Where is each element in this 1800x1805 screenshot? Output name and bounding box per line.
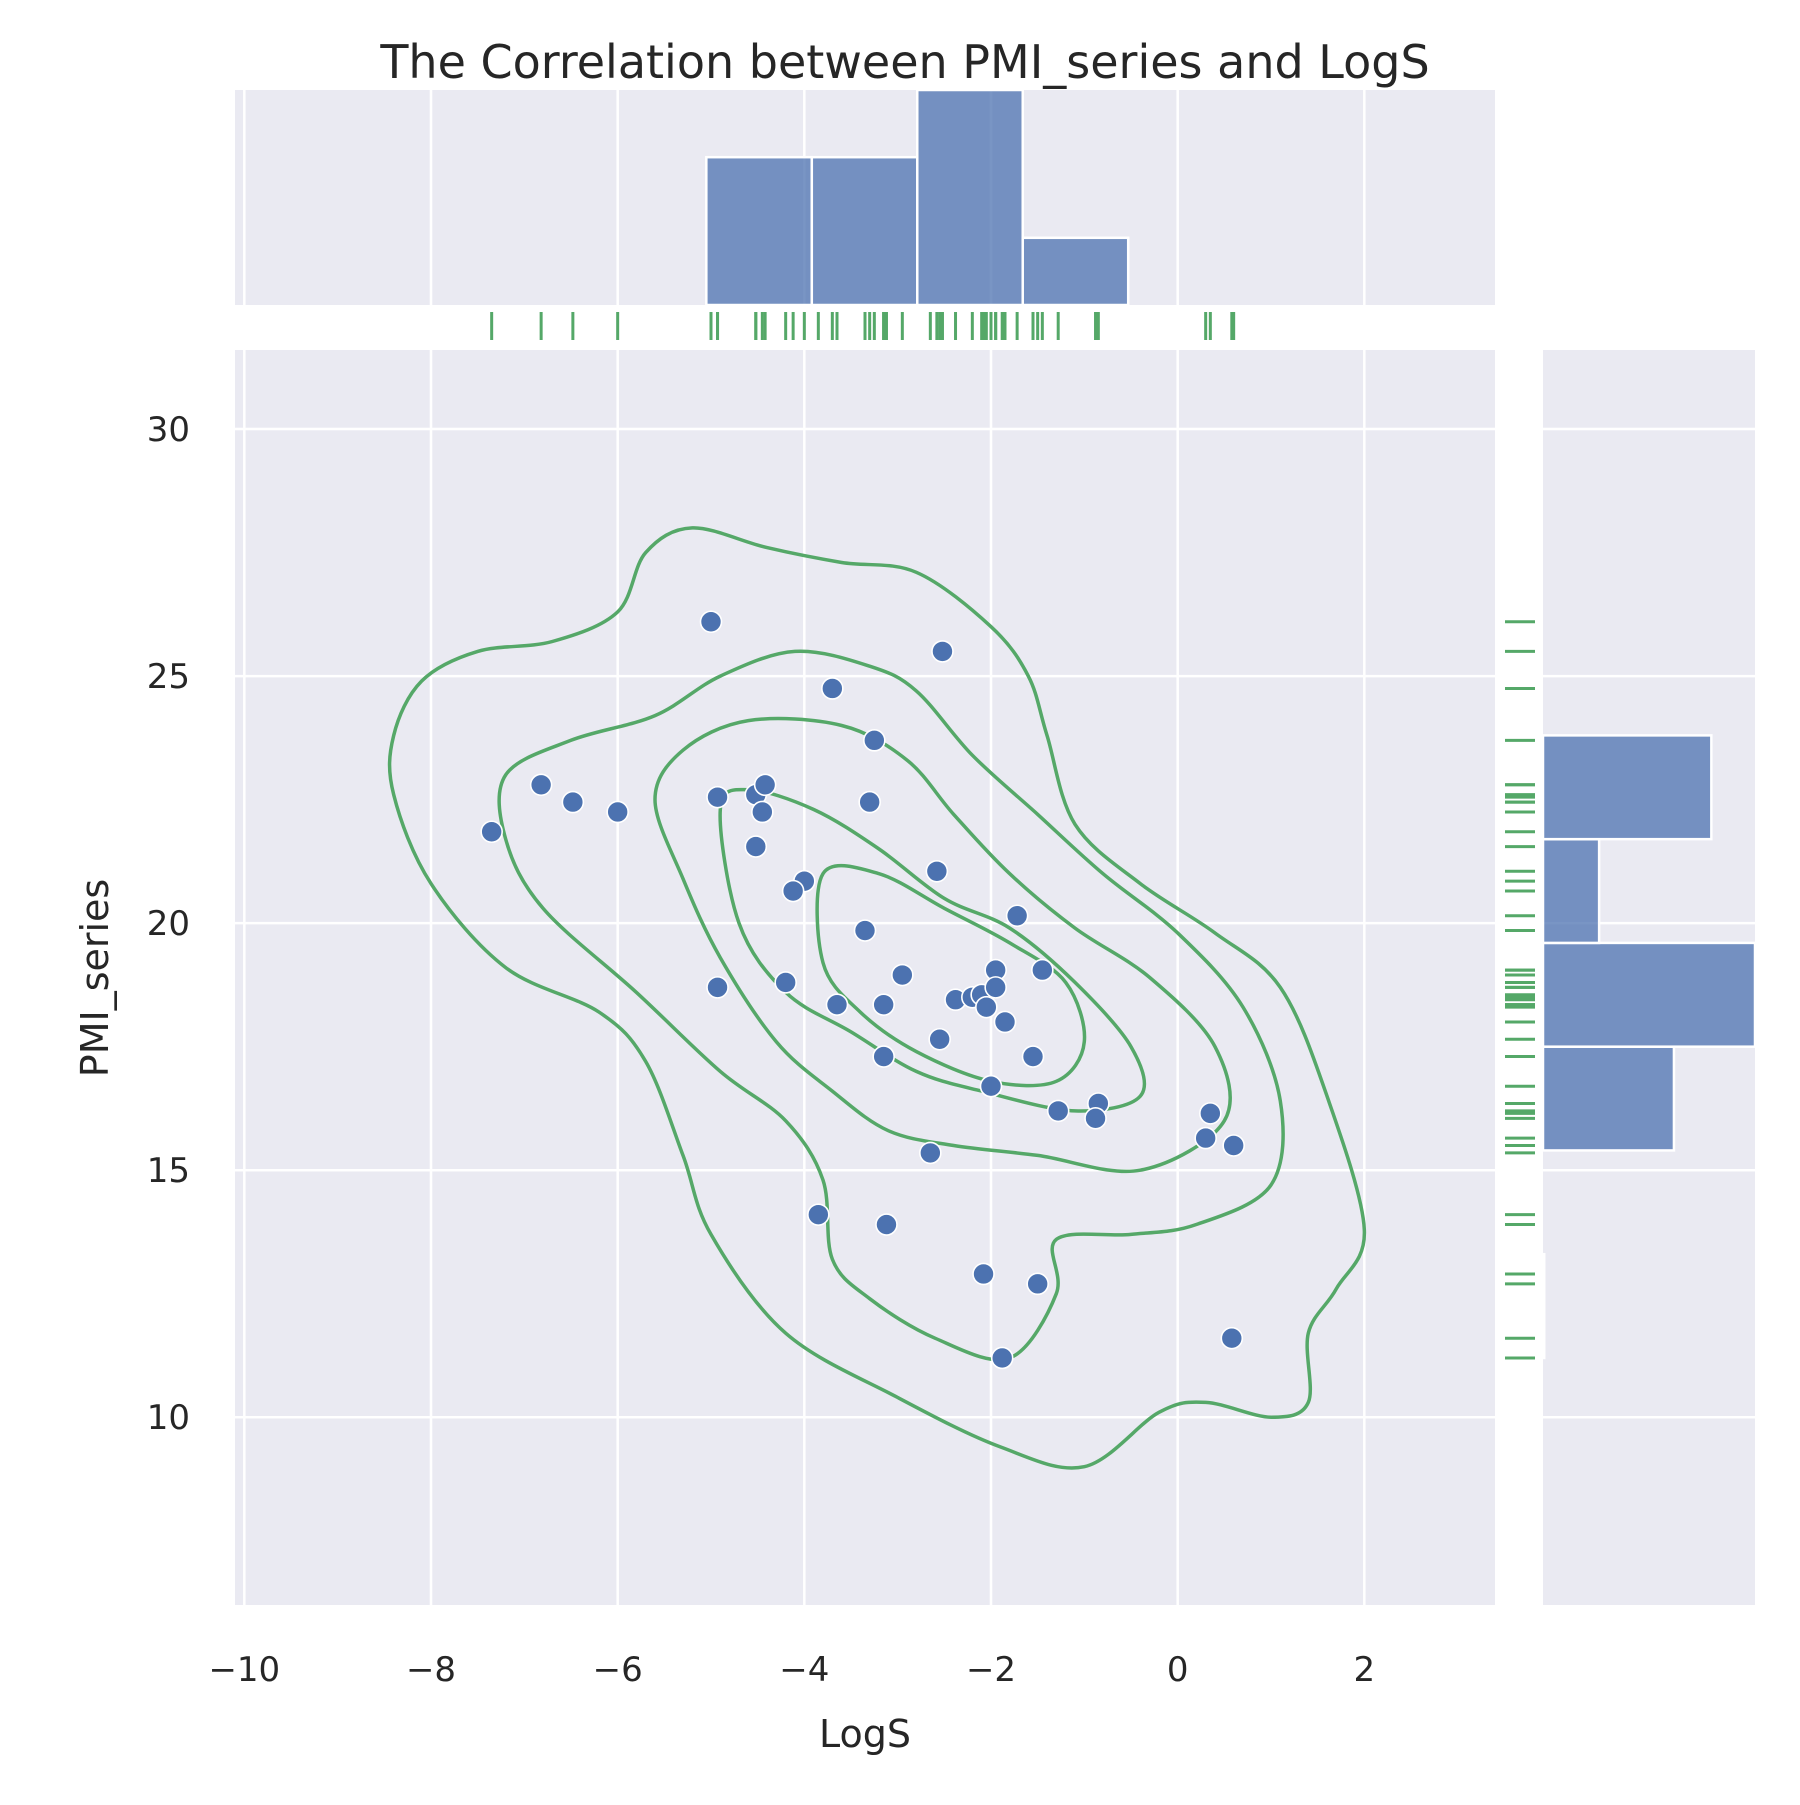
scatter-point: [480, 820, 503, 844]
scatter-point: [821, 677, 844, 700]
scatter-point: [993, 1010, 1017, 1034]
scatter-point: [706, 976, 729, 999]
tick-labels: −10 −8 −6 −4 −2 0 2 10 15 20 25 30: [147, 410, 1375, 1690]
chart-title: The Correlation between PMI_series and L…: [379, 35, 1429, 89]
scatter-point: [872, 993, 895, 1016]
y-histogram-bar: [1541, 837, 1601, 945]
x-axis-label: LogS: [819, 1712, 911, 1756]
scatter-point: [931, 640, 954, 663]
scatter-point: [1005, 904, 1029, 928]
y-histogram-bar: [1541, 941, 1757, 1048]
scatter-point: [891, 963, 914, 987]
x-tick-label: −8: [406, 1650, 456, 1690]
scatter-point: [975, 995, 998, 1019]
y-tick-label: 10: [147, 1398, 190, 1438]
scatter-point: [1084, 1107, 1107, 1130]
scatter-point: [1199, 1102, 1222, 1125]
kde-contour-line: [387, 526, 1367, 1470]
x-tick-label: −4: [779, 1650, 829, 1690]
scatter-point: [1222, 1134, 1245, 1157]
x-tick-label: 2: [1354, 1650, 1376, 1690]
scatter-point: [774, 971, 797, 994]
scatter-point: [825, 993, 849, 1016]
scatter-point: [875, 1213, 898, 1236]
scatter-point: [1021, 1045, 1045, 1068]
scatter-point: [979, 1074, 1003, 1098]
y-axis-label: PMI_series: [73, 879, 117, 1077]
x-histogram-bar: [1021, 236, 1130, 307]
scatter-point: [863, 729, 886, 752]
scatter-point: [1220, 1326, 1244, 1350]
x-tick-label: −6: [593, 1650, 643, 1690]
scatter-point: [606, 800, 629, 824]
scatter-point: [706, 785, 729, 809]
scatter-point: [1031, 958, 1054, 982]
kde-contour-line: [718, 787, 1147, 1113]
kde-contour-line: [815, 863, 1087, 1088]
x-tick-label: 0: [1167, 1650, 1189, 1690]
kde-contours: [387, 526, 1367, 1470]
scatter-point: [744, 835, 768, 858]
scatter-point: [925, 859, 949, 883]
y-tick-label: 15: [147, 1151, 190, 1191]
y-histogram-bar: [1541, 734, 1713, 841]
scatter-point: [529, 773, 553, 797]
x-tick-label: −2: [966, 1650, 1016, 1690]
scatter-point: [807, 1203, 830, 1226]
scatter-point: [751, 800, 774, 824]
scatter-point: [753, 773, 777, 797]
x-tick-label: −10: [208, 1650, 280, 1690]
marginal-histograms: [705, 88, 1757, 1360]
scatter-point: [1046, 1099, 1070, 1123]
x-histogram-bar: [810, 155, 919, 307]
scatter-point: [699, 610, 723, 634]
scatter-point: [853, 919, 877, 942]
scatter-point: [872, 1045, 895, 1068]
scatter-point: [1194, 1126, 1217, 1150]
scatter-points: [480, 610, 1245, 1370]
scatter-point: [984, 976, 1007, 999]
kde-contour-line: [497, 649, 1285, 1362]
x-histogram-bar: [916, 88, 1024, 307]
y-tick-label: 30: [147, 410, 190, 450]
joint-plot-area: [235, 350, 1495, 1605]
y-histogram-bar: [1541, 1252, 1546, 1360]
scatter-point: [561, 790, 585, 814]
y-tick-label: 25: [147, 657, 190, 697]
scatter-point: [919, 1141, 942, 1165]
scatter-point: [972, 1262, 995, 1286]
rug-marks: [490, 312, 1535, 1360]
scatter-point: [990, 1346, 1014, 1370]
scatter-point: [928, 1027, 951, 1051]
scatter-point: [858, 790, 881, 814]
x-histogram-bar: [705, 155, 814, 307]
scatter-point: [1026, 1272, 1049, 1296]
scatter-point: [781, 879, 805, 903]
y-tick-label: 20: [147, 904, 190, 944]
y-histogram-bar: [1541, 1045, 1676, 1152]
